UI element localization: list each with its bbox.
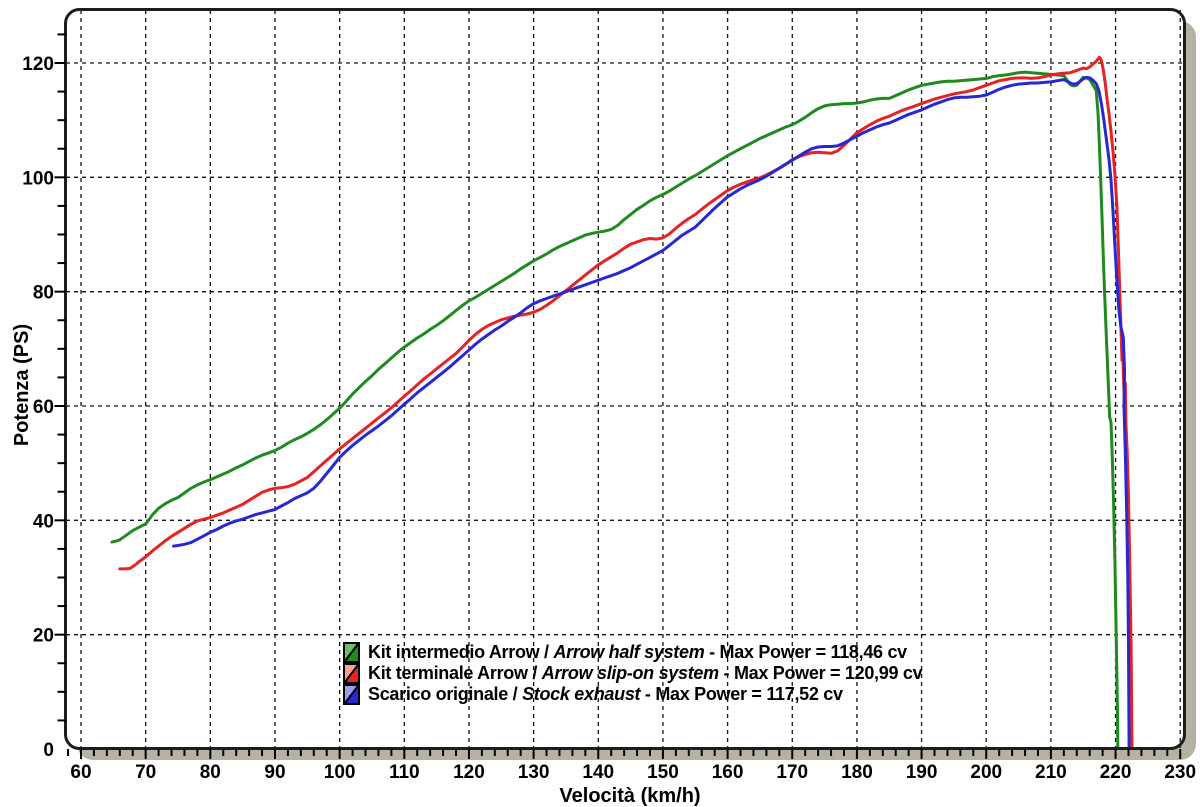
legend-name-it: Kit terminale Arrow — [368, 663, 528, 683]
y-tick-label: 40 — [33, 511, 54, 532]
legend-name-it: Kit intermedio Arrow — [368, 642, 540, 662]
slash-separator: / — [507, 684, 523, 704]
legend-name-en: Arrow half system — [553, 642, 705, 662]
max-power-label: Max Power — [655, 684, 747, 704]
y-tick-label: 20 — [33, 626, 54, 647]
max-power-value: 117,52 cv — [766, 684, 843, 704]
x-tick-label: 140 — [582, 762, 614, 783]
x-tick-label: 110 — [389, 762, 420, 783]
equals-sign: = — [810, 642, 831, 662]
legend-name-en: Stock exhaust — [522, 684, 641, 704]
x-tick-label: 80 — [200, 762, 221, 783]
plot-background — [65, 9, 1185, 749]
equals-sign: = — [825, 663, 845, 683]
x-tick-label: 190 — [906, 762, 938, 783]
equals-sign: = — [746, 684, 767, 704]
x-tick-label: 100 — [324, 762, 356, 783]
x-tick-label: 210 — [1035, 762, 1067, 783]
x-tick-label: 60 — [70, 762, 91, 783]
legend-item-stock-exhaust: Scarico originale / Stock exhaust - Max … — [343, 684, 922, 705]
x-tick-label: 70 — [135, 762, 156, 783]
dash-separator: - — [640, 684, 656, 704]
max-power-value: 120,99 cv — [844, 663, 923, 683]
x-tick-label: 130 — [518, 762, 550, 783]
dash-separator: - — [704, 642, 720, 662]
x-tick-label: 90 — [264, 762, 285, 783]
x-tick-label: 180 — [841, 762, 873, 783]
curve-2 — [172, 75, 1131, 749]
slash-separator: / — [539, 642, 554, 662]
x-tick-label: 160 — [712, 762, 744, 783]
legend-item-arrow-half-system: Kit intermedio Arrow / Arrow half system… — [343, 642, 922, 663]
legend-name-it: Scarico originale — [368, 684, 508, 704]
y-tick-label: 60 — [33, 397, 54, 418]
plot-frame — [64, 8, 1186, 750]
curve-0 — [110, 70, 1120, 749]
y-tick-label: 0 — [43, 740, 54, 761]
y-tick-label: 120 — [22, 54, 54, 75]
max-power-value: 118,46 cv — [830, 642, 908, 662]
legend-swatch-red — [343, 663, 360, 684]
legend-swatch-green — [343, 642, 360, 663]
y-tick-label: 80 — [33, 283, 54, 304]
y-tick-label: 100 — [22, 168, 54, 189]
max-power-label: Max Power — [719, 642, 812, 662]
max-power-label: Max Power — [733, 663, 826, 683]
x-tick-label: 230 — [1164, 762, 1196, 783]
legend-swatch-blue — [343, 684, 360, 705]
x-tick-label: 200 — [970, 762, 1002, 783]
gridlines — [66, 10, 1184, 748]
legend-item-arrow-slip-on-system: Kit terminale Arrow / Arrow slip-on syst… — [343, 663, 923, 684]
x-tick-label: 220 — [1100, 762, 1132, 783]
slash-separator: / — [527, 663, 542, 683]
x-tick-label: 150 — [647, 762, 679, 783]
dash-separator: - — [718, 663, 734, 683]
axis-ticks — [54, 33, 1182, 759]
x-tick-label: 120 — [453, 762, 485, 783]
axis-tick-labels: 60 70 80 90 100 110 120 130 140 150 160 170 180 190 20… — [22, 54, 1196, 783]
chart-legend: Kit intermedio Arrow / Arrow half system… — [343, 642, 923, 705]
curves — [110, 55, 1134, 749]
curve-1 — [118, 55, 1134, 749]
x-tick-label: 170 — [776, 762, 808, 783]
legend-name-en: Arrow slip-on system — [541, 663, 719, 683]
y-axis-title: Potenza (PS) — [11, 324, 33, 446]
x-axis-title: Velocità (km/h) — [559, 785, 700, 807]
